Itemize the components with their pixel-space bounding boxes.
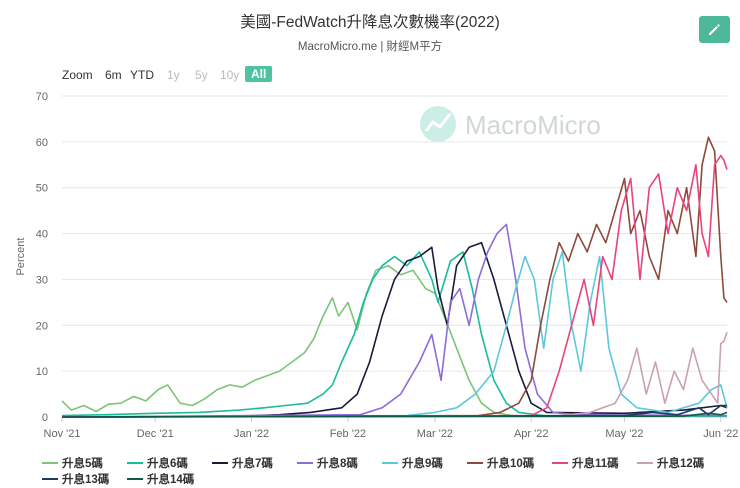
y-tick-label: 60 bbox=[36, 137, 48, 149]
y-axis-label: Percent bbox=[15, 238, 27, 276]
legend-label: 升息8碼 bbox=[317, 458, 358, 470]
y-tick-label: 0 bbox=[42, 412, 48, 424]
legend-item[interactable]: 升息6碼 bbox=[127, 455, 188, 471]
x-tick-label: Jun '22 bbox=[703, 428, 738, 440]
x-tick-label: Nov '21 bbox=[44, 428, 81, 440]
y-tick-label: 20 bbox=[36, 320, 48, 332]
series-line-8[interactable] bbox=[61, 331, 728, 418]
y-axis: 0 10 20 30 40 50 60 70 bbox=[36, 91, 48, 424]
series-line-1[interactable] bbox=[61, 264, 727, 418]
range-6m-button[interactable]: 6m bbox=[105, 68, 122, 82]
watermark-logo-mark bbox=[424, 113, 452, 132]
y-tick-label: 30 bbox=[36, 274, 48, 286]
legend-swatch bbox=[127, 461, 143, 464]
legend-label: 升息12碼 bbox=[657, 458, 705, 470]
range-5y-button[interactable]: 5y bbox=[195, 68, 208, 82]
range-all-button[interactable]: All bbox=[245, 66, 273, 82]
legend-label: 升息7碼 bbox=[232, 458, 273, 470]
legend-swatch bbox=[297, 461, 313, 464]
x-tick-label: Mar '22 bbox=[417, 428, 453, 440]
zoom-label: Zoom bbox=[62, 68, 93, 82]
chart-title: 美國-FedWatch升降息次數機率(2022) bbox=[240, 14, 500, 31]
series-line-10[interactable] bbox=[61, 411, 728, 418]
legend-swatch bbox=[42, 477, 58, 480]
range-ytd-button[interactable]: YTD bbox=[130, 68, 154, 82]
range-10y-button[interactable]: 10y bbox=[220, 68, 240, 82]
legend-item[interactable]: 升息5碼 bbox=[42, 455, 103, 471]
legend-swatch bbox=[637, 461, 653, 464]
y-tick-label: 40 bbox=[36, 229, 48, 241]
legend-label: 升息14碼 bbox=[147, 474, 195, 486]
x-tick-label: Feb '22 bbox=[330, 428, 366, 440]
legend-item[interactable]: 升息14碼 bbox=[127, 471, 194, 487]
series-line-3[interactable] bbox=[61, 241, 728, 418]
x-axis: Nov '21 Dec '21 Jan '22 Feb '22 Mar '22 Apr '… bbox=[44, 417, 738, 440]
edit-button[interactable] bbox=[699, 16, 730, 43]
legend-item[interactable]: 升息13碼 bbox=[42, 471, 109, 487]
chart-subtitle: MacroMicro.me | 財經M平方 bbox=[297, 41, 443, 53]
legend-item[interactable]: 升息11碼 bbox=[552, 455, 619, 471]
legend-item[interactable]: 升息10碼 bbox=[467, 455, 534, 471]
series-line-9[interactable] bbox=[61, 404, 727, 418]
legend-label: 升息9碼 bbox=[402, 458, 443, 470]
legend-swatch bbox=[212, 461, 228, 464]
legend-label: 升息6碼 bbox=[147, 458, 188, 470]
y-tick-label: 50 bbox=[36, 183, 48, 195]
legend-swatch bbox=[552, 461, 568, 464]
legend-swatch bbox=[42, 461, 58, 464]
y-tick-label: 70 bbox=[36, 91, 48, 103]
x-tick-label: Jan '22 bbox=[234, 428, 269, 440]
legend-label: 升息13碼 bbox=[62, 474, 110, 486]
legend-item[interactable]: 升息7碼 bbox=[212, 455, 273, 471]
x-tick-label: May '22 bbox=[605, 428, 643, 440]
series-line-2[interactable] bbox=[61, 251, 728, 417]
series-line-7[interactable] bbox=[61, 154, 728, 418]
series-line-4[interactable] bbox=[61, 223, 728, 418]
watermark: MacroMicro bbox=[420, 106, 601, 142]
legend-label: 升息5碼 bbox=[62, 458, 103, 470]
pencil-icon bbox=[709, 24, 720, 35]
series-line-5[interactable] bbox=[61, 251, 728, 418]
x-tick-label: Dec '21 bbox=[137, 428, 174, 440]
x-tick-label: Apr '22 bbox=[514, 428, 549, 440]
legend-item[interactable]: 升息9碼 bbox=[382, 455, 443, 471]
range-1y-button[interactable]: 1y bbox=[167, 68, 180, 82]
series-line-6[interactable] bbox=[61, 136, 728, 418]
legend-item[interactable]: 升息12碼 bbox=[637, 455, 704, 471]
y-tick-label: 10 bbox=[36, 366, 48, 378]
series-lines bbox=[61, 136, 728, 418]
legend-swatch bbox=[127, 477, 143, 480]
legend-label: 升息10碼 bbox=[487, 458, 535, 470]
legend-swatch bbox=[467, 461, 483, 464]
legend-label: 升息11碼 bbox=[572, 458, 619, 470]
legend-swatch bbox=[382, 461, 398, 464]
legend-item[interactable]: 升息8碼 bbox=[297, 455, 358, 471]
watermark-text: MacroMicro bbox=[465, 110, 601, 140]
